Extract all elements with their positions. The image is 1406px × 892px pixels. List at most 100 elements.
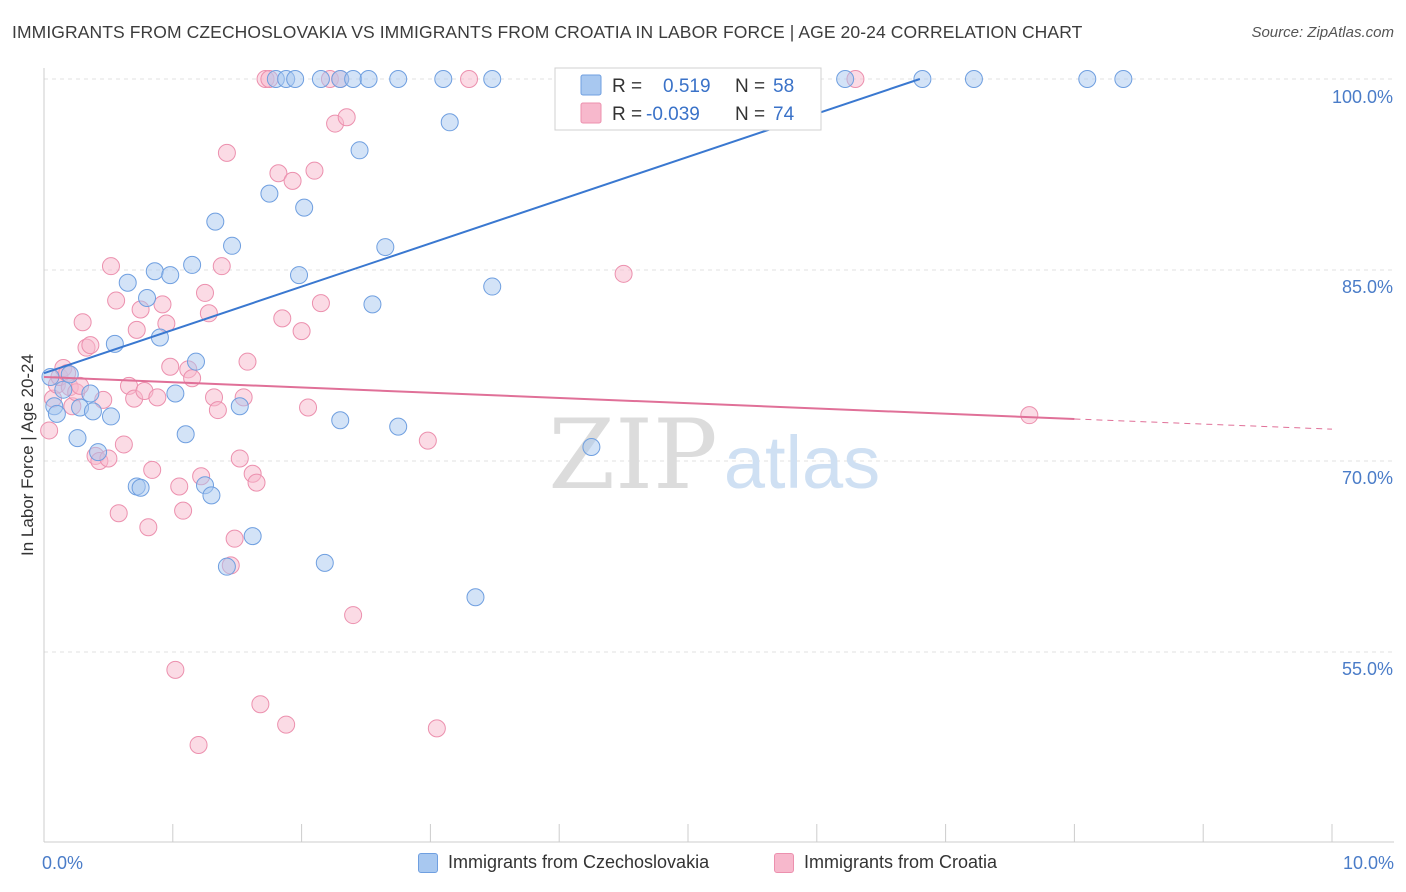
- czechoslovakia-point: [176, 425, 195, 444]
- croatia-point: [127, 320, 146, 339]
- croatia-point: [247, 473, 266, 492]
- croatia-point: [107, 291, 126, 310]
- legend-n-label: N =: [735, 104, 765, 125]
- y-tick-label: 85.0%: [1342, 277, 1393, 297]
- legend-swatch-czechoslovakia: [418, 852, 438, 873]
- croatia-point: [199, 304, 218, 323]
- czechoslovakia-point: [1114, 70, 1133, 88]
- czechoslovakia-point: [145, 262, 164, 281]
- czechoslovakia-point: [206, 212, 225, 231]
- czechoslovakia-point: [81, 384, 100, 403]
- croatia-point: [148, 388, 167, 407]
- czechoslovakia-point: [582, 437, 601, 456]
- legend-n-value: 74: [773, 104, 795, 125]
- y-tick-label: 100.0%: [1332, 87, 1393, 107]
- legend-n-label: N =: [735, 76, 765, 97]
- czechoslovakia-point: [964, 70, 983, 88]
- croatia-point: [170, 477, 189, 496]
- czechoslovakia-point: [138, 289, 157, 308]
- croatia-point: [305, 161, 324, 180]
- legend-label-croatia: Immigrants from Croatia: [804, 852, 998, 872]
- legend-swatch-croatia: [774, 852, 794, 873]
- y-tick-label: 55.0%: [1342, 659, 1393, 679]
- watermark: ZIP atlas: [548, 399, 880, 511]
- czechoslovakia-point: [359, 70, 378, 88]
- czechoslovakia-point: [389, 417, 408, 436]
- croatia-point: [217, 143, 236, 162]
- czechoslovakia-point: [440, 113, 459, 132]
- czechoslovakia-point: [363, 295, 382, 314]
- x-tick-min: 0.0%: [42, 853, 84, 873]
- czechoslovakia-point: [186, 352, 205, 371]
- czechoslovakia-point: [161, 266, 180, 285]
- czechoslovakia-point: [60, 365, 79, 384]
- czechoslovakia-point: [131, 478, 150, 497]
- czechoslovakia-point: [217, 557, 236, 576]
- croatia-point: [460, 70, 479, 88]
- chart-title: IMMIGRANTS FROM CZECHOSLOVAKIA VS IMMIGR…: [12, 22, 1083, 42]
- legend-n-value: 58: [773, 76, 794, 97]
- y-tick-labels: 100.0% 85.0% 70.0% 55.0%: [1332, 87, 1393, 679]
- czechoslovakia-point: [315, 553, 334, 572]
- trend-lines: [43, 78, 1333, 430]
- czechoslovakia-point: [466, 588, 485, 607]
- croatia-point: [1020, 406, 1039, 425]
- croatia-point: [208, 401, 227, 420]
- czechoslovakia-point: [311, 70, 330, 88]
- czechoslovakia-point: [202, 486, 221, 505]
- czechoslovakia-point: [83, 402, 102, 421]
- axes: [43, 68, 1394, 843]
- legend-label-czechoslovakia: Immigrants from Czechoslovakia: [448, 852, 710, 872]
- croatia-point: [292, 322, 311, 341]
- legend-item-czechoslovakia: Immigrants from Czechoslovakia: [418, 852, 709, 873]
- czechoslovakia-point: [376, 238, 395, 257]
- croatia-point: [337, 108, 356, 127]
- czechoslovakia-point: [295, 198, 314, 217]
- legend: R = 0.519 N = 58 R = -0.039 N = 74: [554, 67, 822, 131]
- croatia-point: [166, 660, 185, 679]
- czechoslovakia-point: [68, 429, 87, 448]
- croatia-point: [174, 501, 193, 520]
- croatia-point: [109, 504, 128, 523]
- x-tick-max: 10.0%: [1342, 853, 1394, 873]
- czechoslovakia-point: [836, 70, 855, 88]
- croatia-point: [101, 257, 120, 276]
- czechoslovakia-point: [101, 407, 120, 426]
- czechoslovakia-point: [260, 184, 279, 203]
- croatia-point: [225, 529, 244, 548]
- croatia-point: [143, 460, 162, 479]
- czechoslovakia-point: [166, 384, 185, 403]
- croatia-point: [344, 606, 363, 625]
- czechoslovakia-point: [483, 70, 502, 88]
- croatia-point: [212, 257, 231, 276]
- croatia-point: [81, 336, 100, 355]
- czechoslovakia-point: [286, 70, 305, 88]
- croatia-trend-line: [43, 375, 1075, 420]
- croatia-point: [311, 294, 330, 313]
- croatia-point: [283, 171, 302, 190]
- croatia-point: [251, 695, 270, 714]
- legend-r-value: 0.519: [663, 76, 711, 97]
- czechoslovakia-point: [434, 70, 453, 88]
- czechoslovakia-point: [118, 273, 137, 292]
- croatia-point: [427, 719, 446, 738]
- czechoslovakia-point: [331, 411, 350, 430]
- legend-item-croatia: Immigrants from Croatia: [774, 852, 997, 873]
- croatia-point: [277, 715, 296, 734]
- czechoslovakia-point: [223, 236, 242, 255]
- czechoslovakia-point: [290, 266, 309, 285]
- croatia-point: [230, 449, 249, 468]
- czechoslovakia-point: [913, 70, 932, 88]
- bottom-legend: Immigrants from Czechoslovakia Immigrant…: [0, 852, 1406, 878]
- legend-swatch-czechoslovakia: [580, 74, 602, 96]
- croatia-point: [73, 313, 92, 332]
- croatia-point: [40, 421, 59, 440]
- croatia-point: [299, 398, 318, 417]
- czechoslovakia-points: [41, 70, 1133, 607]
- czechoslovakia-point: [243, 527, 262, 546]
- croatia-point: [418, 431, 437, 450]
- croatia-point: [614, 264, 633, 283]
- croatia-trend-extension: [1074, 418, 1333, 430]
- croatia-point: [189, 735, 208, 754]
- legend-r-value: -0.039: [646, 104, 700, 125]
